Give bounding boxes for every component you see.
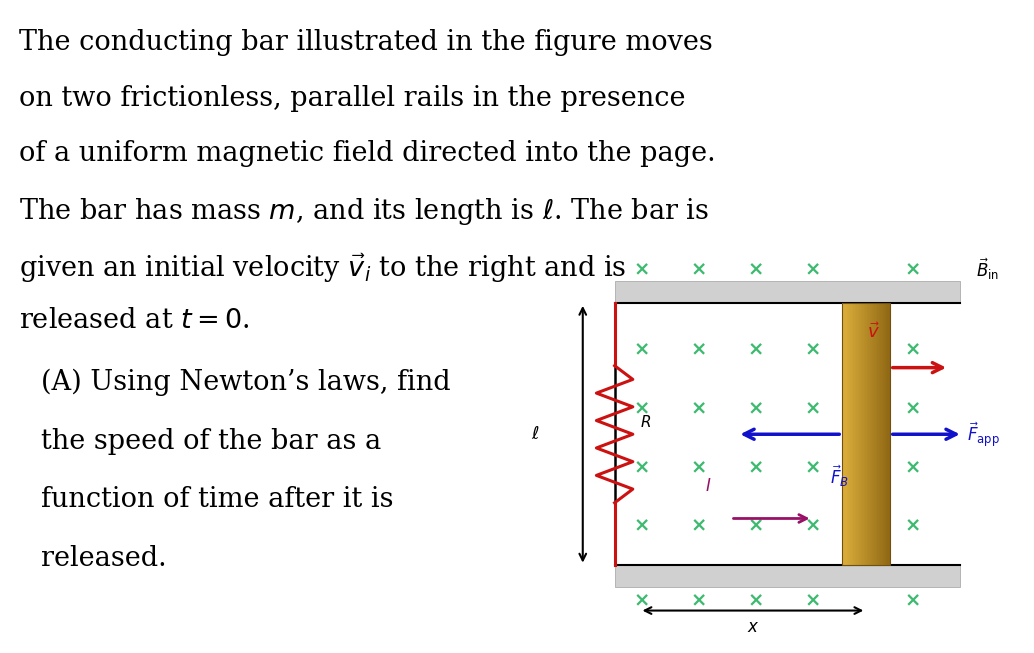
Bar xyxy=(864,303,866,565)
Text: ×: × xyxy=(691,458,707,477)
Bar xyxy=(879,303,881,565)
Text: ×: × xyxy=(634,260,650,279)
Bar xyxy=(870,303,872,565)
Bar xyxy=(847,303,849,565)
Bar xyxy=(887,303,889,565)
Text: ×: × xyxy=(634,591,650,611)
Text: function of time after it is: function of time after it is xyxy=(41,486,394,513)
Bar xyxy=(883,303,884,565)
Text: ×: × xyxy=(748,340,764,360)
Text: ×: × xyxy=(691,340,707,360)
Text: ×: × xyxy=(804,399,821,419)
Text: ×: × xyxy=(634,458,650,477)
Text: the speed of the bar as a: the speed of the bar as a xyxy=(41,428,382,454)
Bar xyxy=(872,303,874,565)
Text: ×: × xyxy=(748,517,764,536)
Bar xyxy=(863,303,865,565)
Bar xyxy=(884,303,885,565)
Bar xyxy=(862,303,864,565)
Text: ×: × xyxy=(748,260,764,279)
Text: $\vec{v}$: $\vec{v}$ xyxy=(868,323,880,342)
Text: ×: × xyxy=(905,260,921,279)
Text: ×: × xyxy=(691,399,707,419)
Bar xyxy=(846,303,848,565)
Bar xyxy=(857,303,859,565)
Bar xyxy=(614,281,961,303)
Bar xyxy=(842,303,890,565)
Bar xyxy=(845,303,846,565)
Text: ×: × xyxy=(634,340,650,360)
Bar xyxy=(886,303,888,565)
Text: ×: × xyxy=(634,517,650,536)
Bar xyxy=(869,303,870,565)
Bar xyxy=(871,303,873,565)
Text: released.: released. xyxy=(41,545,166,572)
Bar xyxy=(873,303,875,565)
Bar xyxy=(859,303,860,565)
Text: ×: × xyxy=(804,340,821,360)
Text: $\vec{F}_B$: $\vec{F}_B$ xyxy=(830,464,849,489)
Text: ×: × xyxy=(905,517,921,536)
Bar xyxy=(877,303,879,565)
Text: $\ell$: $\ell$ xyxy=(530,425,540,443)
Bar xyxy=(868,303,869,565)
Text: ×: × xyxy=(748,399,764,419)
Text: ×: × xyxy=(748,458,764,477)
Bar xyxy=(888,303,890,565)
Bar xyxy=(852,303,853,565)
Bar xyxy=(875,303,876,565)
Text: given an initial velocity $\vec{v}_i$ to the right and is: given an initial velocity $\vec{v}_i$ to… xyxy=(19,251,626,285)
Text: ×: × xyxy=(905,399,921,419)
Bar xyxy=(882,303,883,565)
Bar xyxy=(860,303,861,565)
Bar xyxy=(856,303,858,565)
Text: ×: × xyxy=(634,399,650,419)
Bar xyxy=(855,303,857,565)
Text: (A) Using Newton’s laws, find: (A) Using Newton’s laws, find xyxy=(41,369,451,396)
Text: $I$: $I$ xyxy=(704,477,711,495)
Bar xyxy=(885,303,887,565)
Text: ×: × xyxy=(905,458,921,477)
Text: of a uniform magnetic field directed into the page.: of a uniform magnetic field directed int… xyxy=(19,140,716,167)
Text: The conducting bar illustrated in the figure moves: The conducting bar illustrated in the fi… xyxy=(19,29,712,56)
Text: ×: × xyxy=(804,517,821,536)
Text: $R$: $R$ xyxy=(640,415,650,430)
Text: ×: × xyxy=(905,591,921,611)
Text: ×: × xyxy=(905,340,921,360)
Bar xyxy=(850,303,852,565)
Text: ×: × xyxy=(804,591,821,611)
Bar xyxy=(853,303,854,565)
Text: ×: × xyxy=(691,260,707,279)
Bar xyxy=(861,303,863,565)
Bar xyxy=(844,303,845,565)
Bar xyxy=(842,303,844,565)
Text: ×: × xyxy=(691,591,707,611)
Bar xyxy=(854,303,856,565)
Text: ×: × xyxy=(748,591,764,611)
Text: The bar has mass $m$, and its length is $\ell$. The bar is: The bar has mass $m$, and its length is … xyxy=(19,196,708,227)
Bar xyxy=(849,303,851,565)
Bar xyxy=(614,565,961,587)
Text: ×: × xyxy=(804,458,821,477)
Text: on two frictionless, parallel rails in the presence: on two frictionless, parallel rails in t… xyxy=(19,85,686,112)
Bar xyxy=(880,303,882,565)
Text: ×: × xyxy=(691,517,707,536)
Text: released at $t = 0$.: released at $t = 0$. xyxy=(19,307,249,334)
Text: $\vec{B}_{\mathrm{in}}$: $\vec{B}_{\mathrm{in}}$ xyxy=(976,257,1000,283)
Text: ×: × xyxy=(804,260,821,279)
Bar xyxy=(848,303,850,565)
Bar xyxy=(866,303,868,565)
Text: $x$: $x$ xyxy=(747,618,759,637)
Bar xyxy=(878,303,880,565)
Bar xyxy=(876,303,877,565)
Text: $\vec{F}_{\mathrm{app}}$: $\vec{F}_{\mathrm{app}}$ xyxy=(967,420,1000,449)
